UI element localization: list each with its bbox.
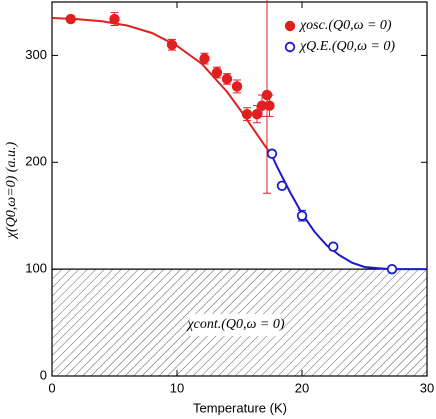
x-tick-label: 30 [420,380,434,395]
data-point [65,13,76,25]
fit-curve [271,155,427,271]
data-point [199,53,210,64]
data-point [241,108,253,120]
x-tick-label: 0 [48,380,55,395]
background-label-box [190,314,282,336]
background-label: χcont.(Q0,ω = 0) [185,317,284,332]
data-point [211,67,223,78]
legend-label: χQ.E.(Q0,ω = 0) [298,39,395,54]
plot-frame [51,1,428,377]
data-point [266,148,278,159]
y-tick-label: 0 [40,367,47,382]
legend-marker [284,41,296,53]
legend-marker [284,20,296,32]
data-point [264,100,275,111]
data-point [328,241,339,252]
y-tick-label: 200 [25,154,47,169]
data-point [109,13,120,25]
data-point [276,180,288,191]
legend-label: χosc.(Q0,ω = 0) [298,18,392,33]
y-tick-label: 300 [25,47,47,62]
x-tick-label: 20 [295,380,309,395]
data-point [296,210,308,221]
data-point [221,73,233,85]
y-axis-label: χ(Q0,ω=0) (a.u.) [4,142,19,241]
data-point [231,81,243,92]
data-point [166,39,178,50]
data-point [251,108,263,120]
y-tick-label: 100 [25,261,47,276]
data-point [386,263,398,275]
x-axis-label: Temperature (K) [193,400,287,415]
x-tick-label: 10 [170,380,184,395]
